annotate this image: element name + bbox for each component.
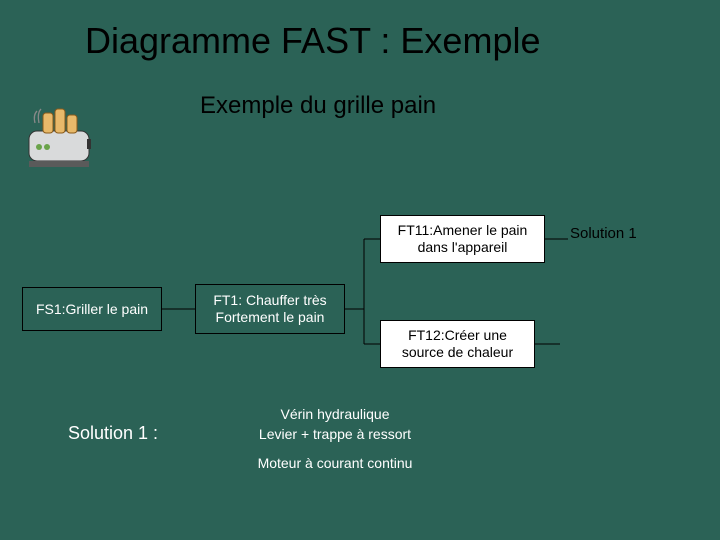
toaster-icon <box>25 105 97 173</box>
node-fs1-label: FS1:Griller le pain <box>36 301 148 318</box>
solution-box-line2: Levier + trappe à ressort <box>225 425 445 445</box>
node-ft1: FT1: Chauffer trèsFortement le pain <box>195 284 345 334</box>
node-fs1: FS1:Griller le pain <box>22 287 162 331</box>
solution-box-gap <box>225 444 445 454</box>
solution-box: Vérin hydraulique Levier + trappe à ress… <box>225 405 445 495</box>
node-ft12-label: FT12:Créer unesource de chaleur <box>402 327 513 361</box>
solution-box-line1: Vérin hydraulique <box>225 405 445 425</box>
node-ft12: FT12:Créer unesource de chaleur <box>380 320 535 368</box>
solution1-text: Solution 1 <box>570 225 637 242</box>
node-ft11-label: FT11:Amener le paindans l'appareil <box>398 222 528 256</box>
page-subtitle: Exemple du grille pain <box>200 92 436 120</box>
page-title: Diagramme FAST : Exemple <box>85 20 540 62</box>
solution1-label: Solution 1 : <box>68 423 158 444</box>
solution-box-line3: Moteur à courant continu <box>225 454 445 474</box>
node-ft11: FT11:Amener le paindans l'appareil <box>380 215 545 263</box>
node-ft1-label: FT1: Chauffer trèsFortement le pain <box>213 292 326 326</box>
